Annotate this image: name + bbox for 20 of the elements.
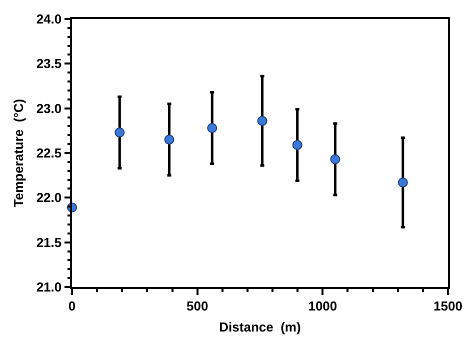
y-tick-label: 22.0 [36, 190, 62, 206]
y-tick-label: 23.0 [36, 100, 62, 116]
y-tick-label: 23.5 [36, 56, 62, 72]
x-tick-label: 1000 [308, 298, 338, 314]
x-axis-title: Distance (m) [219, 319, 301, 334]
y-tick-label: 24.0 [36, 12, 62, 27]
x-tick-label: 0 [68, 298, 76, 314]
x-tick-label: 1500 [434, 298, 462, 314]
point [292, 140, 302, 150]
y-tick-label: 21.5 [36, 234, 62, 250]
y-tick-label: 22.5 [36, 146, 62, 161]
point [330, 154, 340, 164]
y-tick-label: 21.0 [36, 280, 62, 295]
point [164, 134, 174, 145]
point [398, 177, 408, 188]
x-tick-label: 500 [186, 298, 208, 314]
point [114, 127, 125, 138]
point [207, 122, 218, 133]
point [257, 116, 268, 126]
y-axis-title: Temperature (°C) [10, 98, 26, 208]
